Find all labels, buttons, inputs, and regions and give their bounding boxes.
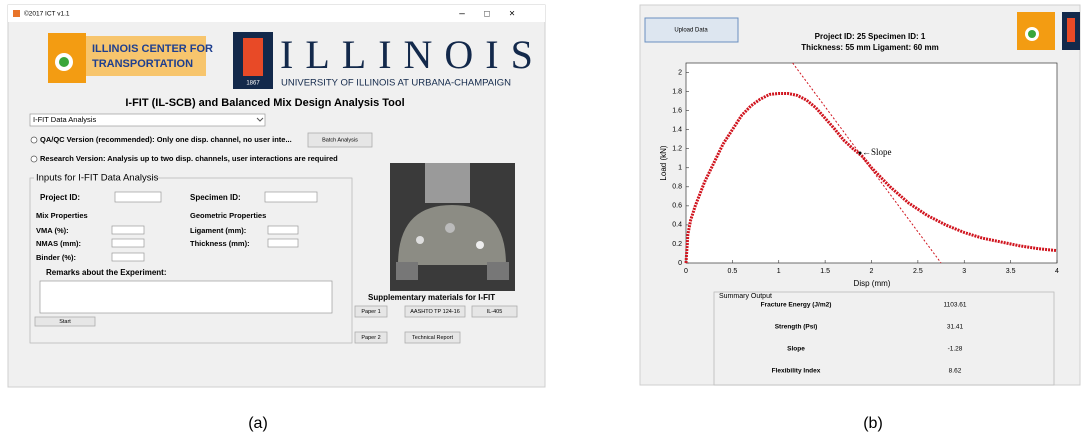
thickness-input[interactable] — [268, 239, 298, 247]
supplementary-button-label: IL-405 — [487, 309, 503, 315]
x-tick-label: 3.5 — [1006, 268, 1016, 275]
annotation: ←Slope — [862, 147, 892, 157]
x-tick-label: 1.5 — [820, 268, 830, 275]
qa-option: QA/QC Version (recommended): Only one di… — [40, 135, 292, 144]
info-line-2: Thickness: 55 mm Ligament: 60 mm — [801, 43, 938, 52]
thickness-label: Thickness (mm): — [190, 239, 250, 248]
y-tick-label: 0.8 — [672, 184, 682, 191]
summary-label: Slope — [787, 346, 805, 353]
inputs-group-title: Inputs for I-FIT Data Analysis — [36, 173, 159, 184]
x-tick-label: 2.5 — [913, 268, 923, 275]
summary-label: Fracture Energy (J/m2) — [761, 302, 832, 309]
caption-a: (a) — [248, 415, 268, 432]
start-button-label: Start — [59, 319, 71, 325]
y-tick-label: 0.6 — [672, 203, 682, 210]
binder-input[interactable] — [112, 253, 144, 261]
summary-value: -1.28 — [948, 346, 963, 353]
ligament-label: Ligament (mm): — [190, 226, 246, 235]
supplementary-title: Supplementary materials for I-FIT — [368, 293, 495, 302]
project-id-input[interactable] — [115, 192, 161, 202]
plot-area — [686, 63, 1057, 263]
ict-logo-line2: TRANSPORTATION — [92, 58, 193, 70]
upload-button-label: Upload Data — [674, 28, 708, 34]
figure: ©2017 ICT v1.1 – □ × ILLINOIS CENTER FOR… — [0, 0, 1089, 437]
x-tick-label: 4 — [1055, 268, 1059, 275]
x-tick-label: 3 — [962, 268, 966, 275]
geometric-properties: Geometric Properties — [190, 211, 266, 220]
supplementary-button-label: Technical Report — [412, 335, 453, 341]
y-tick-label: 1.8 — [672, 88, 682, 95]
remarks-label: Remarks about the Experiment: — [46, 268, 166, 277]
supplementary-button-label: Paper 2 — [361, 335, 380, 341]
heading: I-FIT (IL-SCB) and Balanced Mix Design A… — [125, 97, 404, 109]
summary-value: 31.41 — [947, 324, 964, 331]
x-tick-label: 0 — [684, 268, 688, 275]
summary-value: 1103.61 — [943, 302, 966, 309]
nmas-input[interactable] — [112, 239, 144, 247]
maximize[interactable]: □ — [484, 8, 490, 18]
caption-b: (b) — [863, 415, 883, 432]
batch-button-label: Batch Analysis — [322, 137, 358, 143]
ligament-input[interactable] — [268, 226, 298, 234]
vma-input[interactable] — [112, 226, 144, 234]
dropdown-value: I-FIT Data Analysis — [33, 115, 96, 124]
vma-label: VMA (%): — [36, 226, 69, 235]
info-line-1: Project ID: 25 Specimen ID: 1 — [815, 32, 926, 41]
app-icon — [13, 10, 20, 17]
supplementary-button-label: Paper 1 — [361, 309, 380, 315]
y-tick-label: 0 — [678, 260, 682, 267]
summary-title: Summary Output — [719, 293, 772, 300]
x-tick-label: 2 — [870, 268, 874, 275]
radio-qa[interactable] — [31, 137, 37, 143]
summary-value: 8.62 — [949, 368, 962, 375]
panel-b: Upload Data Project ID: 25 Specimen ID: … — [640, 5, 1080, 385]
y-tick-label: 1.6 — [672, 107, 682, 114]
ict-logo-dot — [1028, 30, 1036, 38]
summary-label: Strength (Psi) — [775, 324, 818, 331]
uofi-block-i — [243, 38, 263, 76]
summary-label: Flexibility Index — [772, 368, 821, 375]
x-tick-label: 1 — [777, 268, 781, 275]
minimize[interactable]: – — [459, 9, 465, 20]
y-tick-label: 0.4 — [672, 222, 682, 229]
specimen-id-input[interactable] — [265, 192, 317, 202]
specimen-id-label: Specimen ID: — [190, 193, 241, 202]
uofi-block-i — [1067, 18, 1075, 42]
y-axis-label: Load (kN) — [659, 145, 668, 180]
project-id-label: Project ID: — [40, 193, 80, 202]
nmas-label: NMAS (mm): — [36, 239, 81, 248]
specimen-photo — [390, 163, 515, 291]
y-tick-label: 1.4 — [672, 127, 682, 134]
x-axis-label: Disp (mm) — [854, 279, 891, 288]
research-option: Research Version: Analysis up to two dis… — [40, 154, 338, 163]
ict-logo-dot — [59, 57, 69, 67]
supplementary-button-label: AASHTO TP 124-16 — [410, 309, 460, 315]
y-tick-label: 2 — [678, 69, 682, 76]
window-title: ©2017 ICT v1.1 — [24, 10, 70, 18]
y-tick-label: 1 — [678, 165, 682, 172]
close[interactable]: × — [509, 9, 515, 20]
y-tick-label: 0.2 — [672, 241, 682, 248]
y-tick-label: 1.2 — [672, 146, 682, 153]
panel-a: ©2017 ICT v1.1 – □ × ILLINOIS CENTER FOR… — [8, 5, 545, 387]
x-tick-label: 0.5 — [728, 268, 738, 275]
radio-research[interactable] — [31, 156, 37, 162]
uofi-name: ILLINOIS — [280, 32, 545, 77]
mix-properties: Mix Properties — [36, 211, 88, 220]
remarks-input[interactable] — [40, 281, 332, 313]
ict-logo-line1: ILLINOIS CENTER FOR — [92, 43, 213, 55]
uofi-year: 1867 — [246, 81, 260, 87]
uofi-subtitle: UNIVERSITY OF ILLINOIS AT URBANA-CHAMPAI… — [281, 78, 511, 89]
binder-label: Binder (%): — [36, 253, 76, 262]
